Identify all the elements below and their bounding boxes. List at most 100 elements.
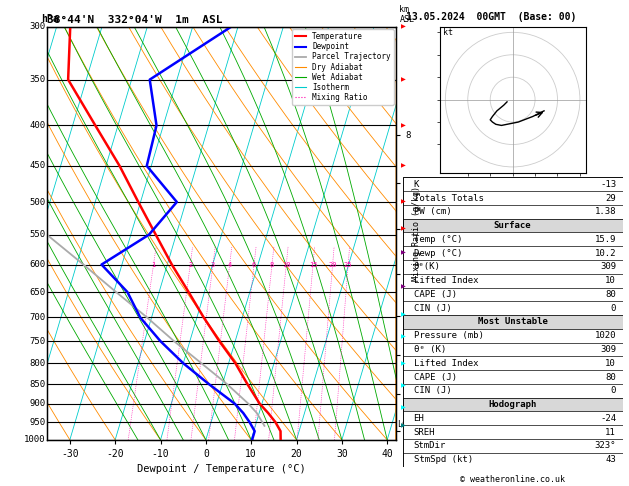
Bar [403,219,623,232]
Text: 400: 400 [30,121,45,130]
Legend: Temperature, Dewpoint, Parcel Trajectory, Dry Adiabat, Wet Adiabat, Isotherm, Mi: Temperature, Dewpoint, Parcel Trajectory… [292,29,394,105]
Text: 43: 43 [605,455,616,464]
Text: PW (cm): PW (cm) [414,208,451,216]
Text: 10.2: 10.2 [594,249,616,258]
Bar [403,288,623,301]
Text: 8: 8 [270,261,274,268]
Text: -13: -13 [600,180,616,189]
Text: ▶: ▶ [401,423,406,428]
Bar [403,177,623,191]
Bar [403,246,623,260]
Bar [403,329,623,343]
Text: Totals Totals: Totals Totals [414,193,484,203]
Text: ▶: ▶ [401,405,406,410]
Text: CAPE (J): CAPE (J) [414,290,457,299]
Text: ▶: ▶ [401,284,406,289]
Text: Hodograph: Hodograph [489,400,537,409]
Text: Most Unstable: Most Unstable [477,317,548,327]
Text: StmSpd (kt): StmSpd (kt) [414,455,472,464]
Bar [403,453,623,467]
Text: ▶: ▶ [401,361,406,366]
Text: 4: 4 [228,261,231,268]
Text: K: K [414,180,419,189]
Text: 850: 850 [30,380,45,389]
Text: 650: 650 [30,288,45,296]
Bar [403,301,623,315]
Text: θᵉ(K): θᵉ(K) [414,262,440,271]
Text: 700: 700 [30,313,45,322]
Text: CIN (J): CIN (J) [414,304,451,312]
Text: LCL: LCL [397,419,412,429]
Text: 950: 950 [30,418,45,427]
Text: -24: -24 [600,414,616,423]
Text: 900: 900 [30,399,45,408]
Text: ▶: ▶ [401,77,406,82]
Text: ▶: ▶ [401,163,406,168]
Bar [403,370,623,384]
Text: 15: 15 [309,261,317,268]
Text: 80: 80 [605,290,616,299]
Text: Temp (°C): Temp (°C) [414,235,462,244]
Text: Dewp (°C): Dewp (°C) [414,249,462,258]
Text: 29: 29 [605,193,616,203]
X-axis label: Dewpoint / Temperature (°C): Dewpoint / Temperature (°C) [137,465,306,474]
Text: 11: 11 [605,428,616,436]
Text: 350: 350 [30,75,45,84]
Bar [403,343,623,356]
Text: ▶: ▶ [401,334,406,339]
Text: 10: 10 [605,276,616,285]
Text: 25: 25 [344,261,352,268]
Text: SREH: SREH [414,428,435,436]
Text: EH: EH [414,414,425,423]
Bar [403,191,623,205]
Text: 1.38: 1.38 [594,208,616,216]
Text: 323°: 323° [594,441,616,451]
Text: 1020: 1020 [594,331,616,340]
Text: 300: 300 [30,22,45,31]
Text: ▶: ▶ [401,226,406,231]
Bar [403,232,623,246]
Text: 20: 20 [328,261,337,268]
Text: ▶: ▶ [401,250,406,256]
Text: 750: 750 [30,337,45,346]
Text: ▶: ▶ [401,312,406,317]
Text: 550: 550 [30,230,45,239]
Text: 500: 500 [30,197,45,207]
Text: kt: kt [443,28,453,36]
Bar [403,260,623,274]
Text: Lifted Index: Lifted Index [414,276,478,285]
Text: ▶: ▶ [401,383,406,389]
Text: 80: 80 [605,373,616,382]
Text: θᵉ (K): θᵉ (K) [414,345,446,354]
Text: ▶: ▶ [401,123,406,128]
Text: 800: 800 [30,359,45,368]
Text: 0: 0 [611,386,616,395]
Text: 450: 450 [30,161,45,171]
Text: 6: 6 [252,261,256,268]
Text: 3: 3 [211,261,215,268]
Text: 1: 1 [152,261,155,268]
Text: 10: 10 [282,261,291,268]
Text: Lifted Index: Lifted Index [414,359,478,368]
Bar [403,439,623,453]
Text: Pressure (mb): Pressure (mb) [414,331,484,340]
Text: StmDir: StmDir [414,441,446,451]
Text: © weatheronline.co.uk: © weatheronline.co.uk [460,474,565,484]
Bar [403,274,623,288]
Text: ▶: ▶ [401,24,406,29]
Text: ▶: ▶ [401,199,406,205]
Text: 600: 600 [30,260,45,269]
Text: 10: 10 [605,359,616,368]
Text: 13.05.2024  00GMT  (Base: 00): 13.05.2024 00GMT (Base: 00) [406,12,576,22]
Bar [403,384,623,398]
Text: 2: 2 [188,261,192,268]
Text: CAPE (J): CAPE (J) [414,373,457,382]
Text: Surface: Surface [494,221,532,230]
Text: 1000: 1000 [24,435,45,444]
Text: 0: 0 [611,304,616,312]
Bar [403,315,623,329]
Text: Mixing Ratio (g/kg): Mixing Ratio (g/kg) [412,186,421,281]
Text: 38°44'N  332°04'W  1m  ASL: 38°44'N 332°04'W 1m ASL [47,15,223,25]
Text: CIN (J): CIN (J) [414,386,451,395]
Text: 15.9: 15.9 [594,235,616,244]
